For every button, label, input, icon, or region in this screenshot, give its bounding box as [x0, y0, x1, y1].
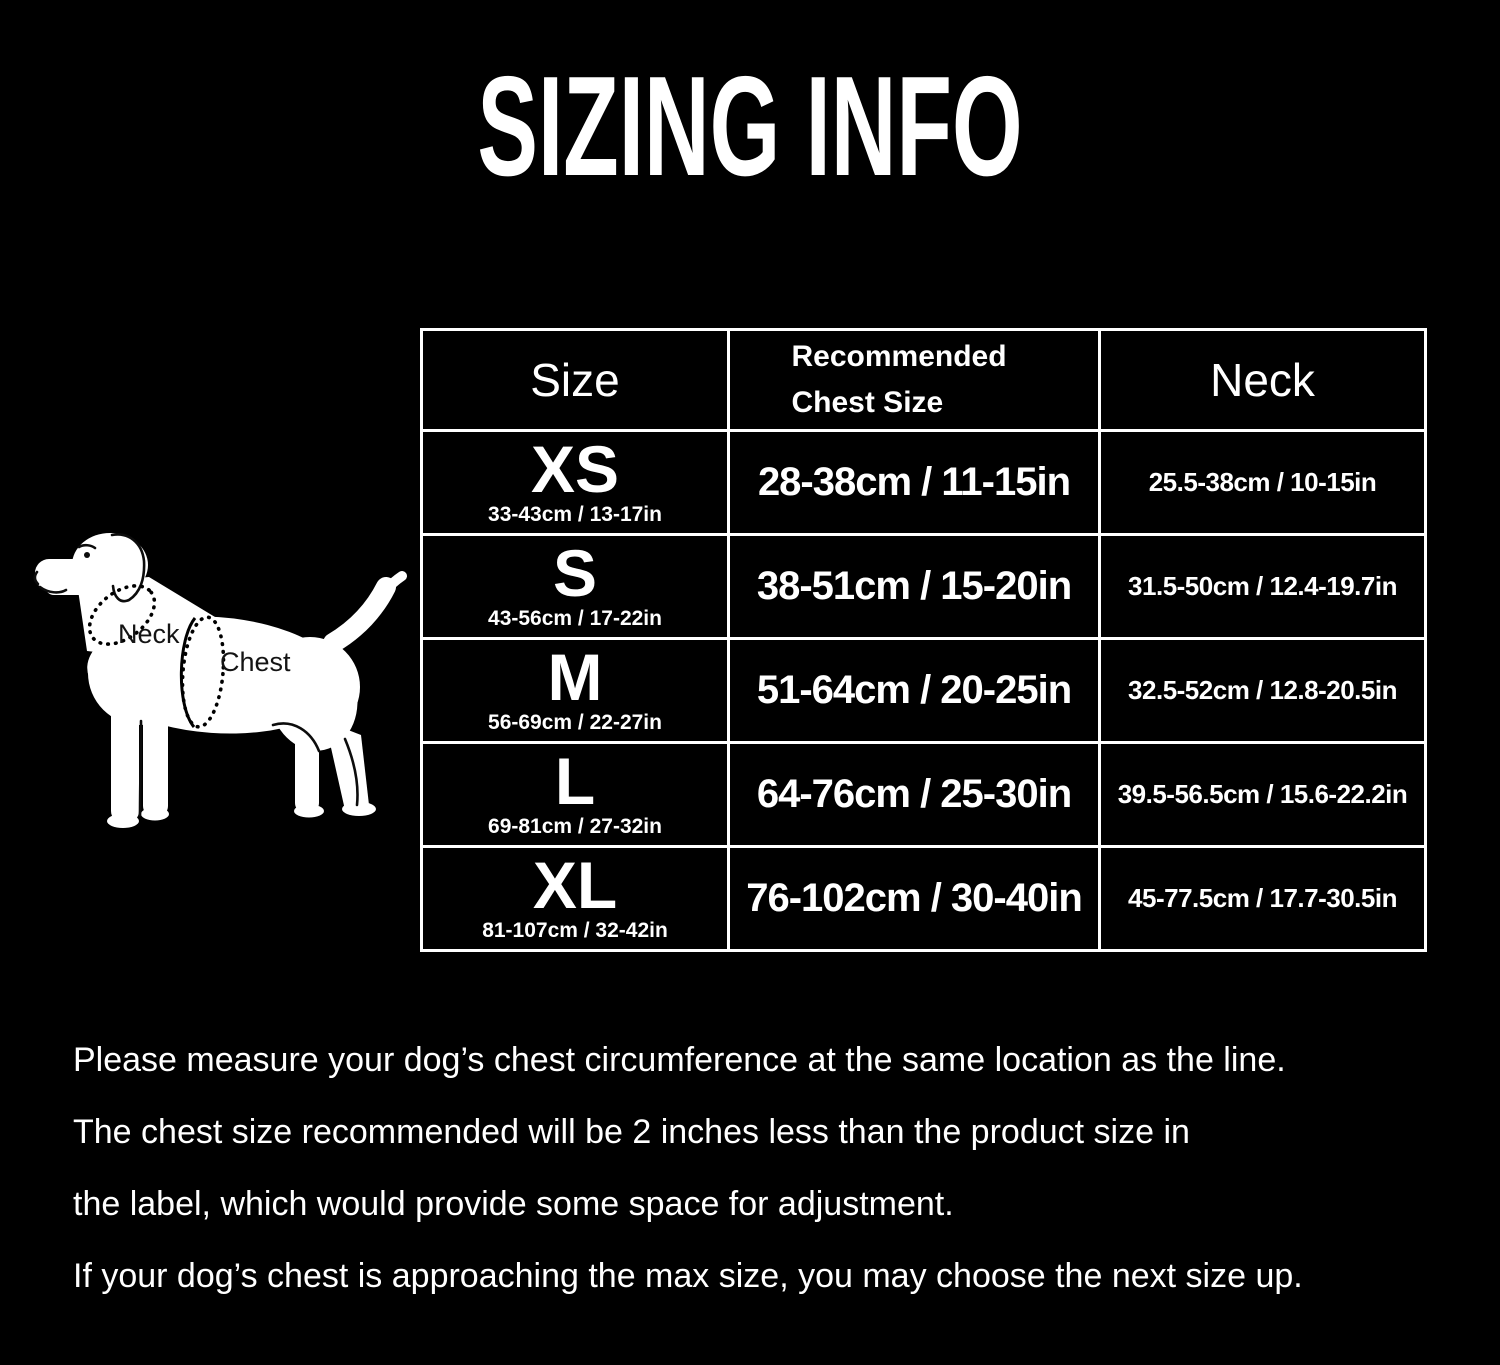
chest-value: 38-51cm / 15-20in	[727, 533, 1101, 640]
chest-seam-line	[179, 617, 197, 728]
size-range: 69-81cm / 27-32in	[488, 814, 662, 838]
neck-value: 45-77.5cm / 17.7-30.5in	[1098, 845, 1427, 952]
eye	[84, 552, 90, 558]
note-line-4: If your dog’s chest is approaching the m…	[73, 1257, 1303, 1295]
header-size: Size	[420, 328, 730, 432]
neck-diagram-label: Neck	[118, 619, 180, 649]
dog-silhouette: Neck Chest	[33, 533, 407, 828]
size-range: 33-43cm / 13-17in	[488, 502, 662, 526]
neck-value: 31.5-50cm / 12.4-19.7in	[1098, 533, 1427, 640]
dog-detail-lines	[33, 533, 359, 817]
note-line-1: Please measure your dog’s chest circumfe…	[73, 1041, 1286, 1079]
neck-measure-line	[87, 584, 157, 646]
size-label: S	[552, 536, 598, 611]
nose-line	[33, 570, 40, 586]
neck-value: 32.5-52cm / 12.8-20.5in	[1098, 637, 1427, 744]
table-row-l: L 69-81cm / 27-32in 64-76cm / 25-30in 39…	[420, 741, 1427, 848]
size-range: 81-107cm / 32-42in	[482, 918, 668, 942]
header-neck: Neck	[1098, 328, 1427, 432]
thigh-line	[271, 722, 321, 753]
hock-line	[343, 737, 359, 807]
brow-line	[77, 543, 97, 550]
chest-diagram-label: Chest	[220, 647, 291, 677]
measurement-notes: Please measure your dog’s chest circumfe…	[73, 1024, 1473, 1312]
dog-measurement-diagram: Neck Chest	[15, 525, 415, 865]
table-header-row: Size Recommended Chest Size Neck	[420, 328, 1427, 432]
ear-outline	[110, 533, 146, 603]
chest-value: 76-102cm / 30-40in	[727, 845, 1101, 952]
mouth-line	[38, 585, 68, 594]
neck-value: 39.5-56.5cm / 15.6-22.2in	[1098, 741, 1427, 848]
chest-value: 64-76cm / 25-30in	[727, 741, 1101, 848]
size-label: XS	[530, 432, 620, 507]
front-leg-separation	[138, 719, 143, 817]
size-range: 43-56cm / 17-22in	[488, 606, 662, 630]
chest-value: 51-64cm / 20-25in	[727, 637, 1101, 744]
size-range: 56-69cm / 22-27in	[488, 710, 662, 734]
header-chest-label: Recommended Chest Size	[791, 339, 1007, 420]
sizing-table: Size Recommended Chest Size Neck XS 33-4…	[420, 328, 1427, 952]
note-line-3: the label, which would provide some spac…	[73, 1185, 954, 1223]
note-line-2: The chest size recommended will be 2 inc…	[73, 1113, 1190, 1151]
size-label: XL	[532, 848, 618, 923]
chest-value: 28-38cm / 11-15in	[727, 429, 1101, 536]
table-row-xl: XL 81-107cm / 32-42in 76-102cm / 30-40in…	[420, 845, 1427, 952]
table-row-xs: XS 33-43cm / 13-17in 28-38cm / 11-15in 2…	[420, 429, 1427, 536]
table-row-m: M 56-69cm / 22-27in 51-64cm / 20-25in 32…	[420, 637, 1427, 744]
table-row-s: S 43-56cm / 17-22in 38-51cm / 15-20in 31…	[420, 533, 1427, 640]
size-label: L	[554, 744, 596, 819]
neck-value: 25.5-38cm / 10-15in	[1098, 429, 1427, 536]
header-chest: Recommended Chest Size	[727, 328, 1101, 432]
chest-measure-line	[180, 615, 226, 729]
size-label: M	[547, 640, 603, 715]
page-title: SIZING INFO	[477, 47, 1023, 206]
